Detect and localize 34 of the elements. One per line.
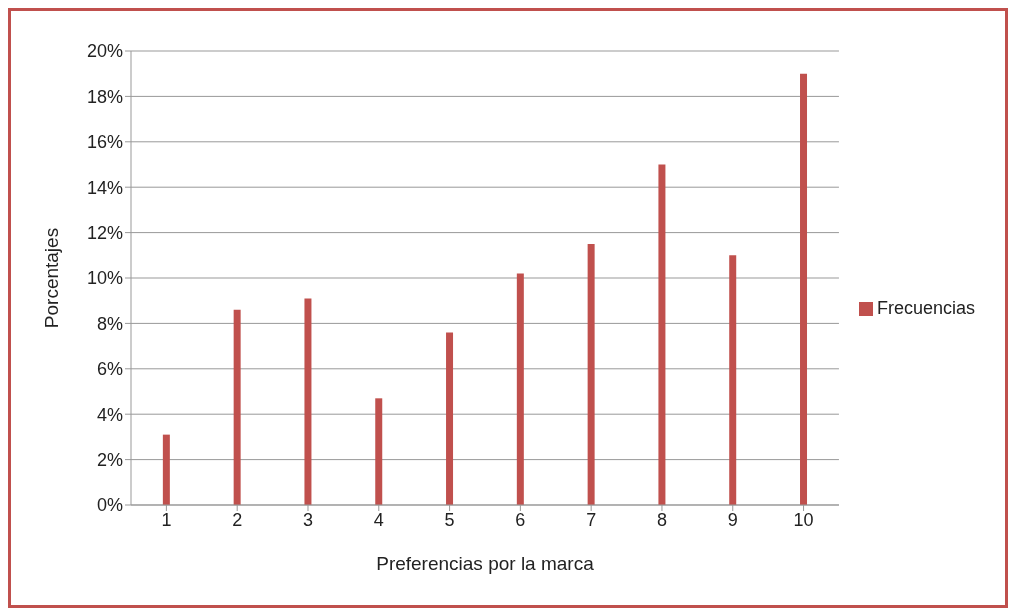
x-tick-label: 8	[656, 509, 667, 530]
bar	[375, 398, 383, 505]
x-tick-label: 6	[515, 509, 526, 530]
y-tick-label: 14%	[86, 177, 123, 198]
y-tick-label: 6%	[96, 359, 123, 380]
y-tick-label: 18%	[86, 86, 123, 107]
y-tick-label: 10%	[86, 268, 123, 289]
y-tick-label: 4%	[96, 404, 123, 425]
bar	[516, 273, 524, 505]
bar	[658, 164, 666, 505]
y-axis-title: Porcentajes	[40, 227, 62, 329]
bar	[446, 332, 454, 505]
x-tick-label: 7	[586, 509, 597, 530]
x-axis-title: Preferencias por la marca	[376, 553, 595, 574]
bar	[304, 298, 312, 505]
y-tick-label: 12%	[86, 222, 123, 243]
y-tick-label: 16%	[86, 132, 123, 153]
x-tick-label: 5	[444, 509, 455, 530]
y-tick-label: 2%	[96, 449, 123, 470]
x-tick-label: 9	[727, 509, 738, 530]
y-tick-label: 0%	[96, 495, 123, 516]
bar	[162, 434, 170, 505]
bar	[800, 73, 808, 505]
x-tick-label: 4	[373, 509, 384, 530]
legend-label: Frecuencias	[876, 297, 975, 318]
x-tick-label: 2	[232, 509, 243, 530]
x-tick-label: 1	[161, 509, 172, 530]
y-tick-label: 20%	[86, 41, 123, 62]
x-tick-label: 3	[302, 509, 313, 530]
bar	[729, 255, 737, 505]
x-tick-label: 10	[793, 509, 814, 530]
bar	[587, 243, 595, 505]
y-tick-label: 8%	[96, 313, 123, 334]
bar	[233, 309, 241, 505]
